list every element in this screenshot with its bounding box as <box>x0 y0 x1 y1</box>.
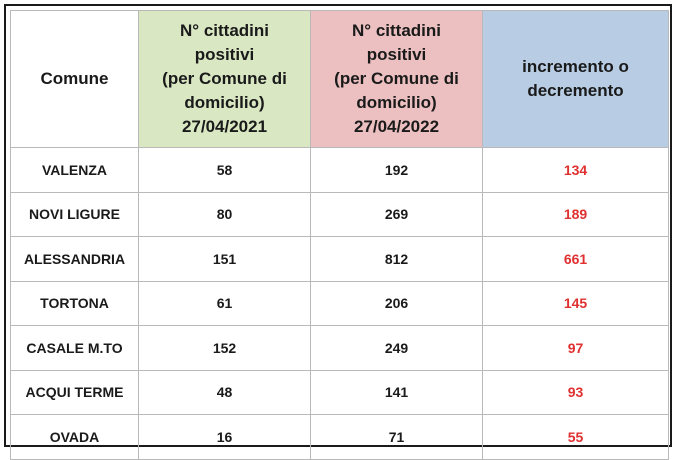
cell-comune: ALESSANDRIA <box>10 236 139 282</box>
header-positivi-2022: N° cittadini positivi (per Comune di dom… <box>310 10 483 148</box>
cell-2021: 58 <box>138 147 311 193</box>
table-frame: Comune N° cittadini positivi (per Comune… <box>4 4 672 460</box>
cell-2022: 249 <box>310 325 483 371</box>
header-positivi-2021: N° cittadini positivi (per Comune di dom… <box>138 10 311 148</box>
header-incremento: incremento o decremento <box>482 10 669 148</box>
data-table: Comune N° cittadini positivi (per Comune… <box>10 10 669 460</box>
cell-2022: 141 <box>310 369 483 415</box>
table-row: ACQUI TERME 48 141 93 <box>10 369 669 415</box>
cell-2021: 80 <box>138 191 311 237</box>
cell-delta: 97 <box>482 325 669 371</box>
cell-2022: 71 <box>310 414 483 460</box>
cell-delta: 661 <box>482 236 669 282</box>
cell-comune: OVADA <box>10 414 139 460</box>
cell-delta: 145 <box>482 280 669 326</box>
cell-comune: VALENZA <box>10 147 139 193</box>
table-row: ALESSANDRIA 151 812 661 <box>10 236 669 282</box>
table-row: CASALE M.TO 152 249 97 <box>10 325 669 371</box>
table-row: NOVI LIGURE 80 269 189 <box>10 191 669 237</box>
table-row: VALENZA 58 192 134 <box>10 147 669 193</box>
cell-delta: 55 <box>482 414 669 460</box>
cell-2021: 152 <box>138 325 311 371</box>
cell-2022: 269 <box>310 191 483 237</box>
table-row: TORTONA 61 206 145 <box>10 280 669 326</box>
cell-comune: NOVI LIGURE <box>10 191 139 237</box>
cell-comune: ACQUI TERME <box>10 369 139 415</box>
cell-2022: 206 <box>310 280 483 326</box>
cell-comune: CASALE M.TO <box>10 325 139 371</box>
table-row: OVADA 16 71 55 <box>10 414 669 460</box>
cell-2021: 61 <box>138 280 311 326</box>
cell-2021: 48 <box>138 369 311 415</box>
cell-2021: 16 <box>138 414 311 460</box>
table-body: VALENZA 58 192 134 NOVI LIGURE 80 269 18… <box>10 147 669 460</box>
table-header: Comune N° cittadini positivi (per Comune… <box>10 10 669 148</box>
cell-delta: 134 <box>482 147 669 193</box>
header-comune: Comune <box>10 10 139 148</box>
cell-2021: 151 <box>138 236 311 282</box>
cell-2022: 192 <box>310 147 483 193</box>
cell-delta: 189 <box>482 191 669 237</box>
cell-comune: TORTONA <box>10 280 139 326</box>
header-row: Comune N° cittadini positivi (per Comune… <box>10 10 669 148</box>
cell-2022: 812 <box>310 236 483 282</box>
cell-delta: 93 <box>482 369 669 415</box>
